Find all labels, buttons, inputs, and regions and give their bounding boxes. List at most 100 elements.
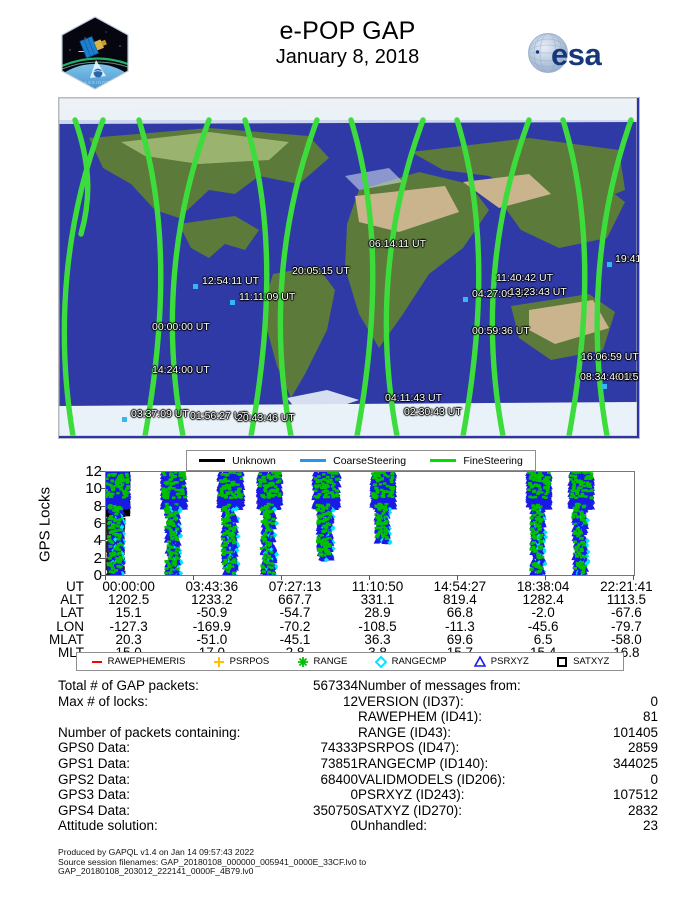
scatter-marker-range <box>227 488 232 491</box>
scatter-marker-range <box>181 484 186 488</box>
scatter-marker-range <box>535 525 540 529</box>
legend-line-swatch <box>430 459 457 462</box>
scatter-marker-range <box>225 510 230 514</box>
y-axis-tick-mark <box>100 471 105 472</box>
scatter-marker-range <box>376 472 380 474</box>
scatter-marker-range <box>261 570 266 574</box>
scatter-marker-range <box>268 494 273 497</box>
scatter-marker-range <box>383 515 388 519</box>
scatter-marker-range <box>386 475 390 478</box>
scatter-marker-range <box>389 486 393 490</box>
scatter-marker-range <box>115 480 120 484</box>
scatter-marker-range <box>270 481 274 485</box>
scatter-marker-range <box>331 495 335 499</box>
scatter-marker-range <box>221 551 226 555</box>
map-track-marker <box>602 384 607 389</box>
scatter-marker-range <box>174 488 179 492</box>
scatter-marker-range <box>326 552 331 556</box>
scatter-marker-range <box>375 523 380 527</box>
scatter-marker-range <box>236 489 241 493</box>
scatter-marker-range <box>313 495 318 498</box>
scatter-marker-range <box>329 478 333 482</box>
scatter-marker-satxyz <box>125 509 131 514</box>
scatter-marker-range <box>164 511 169 514</box>
scatter-marker-range <box>378 522 383 526</box>
scatter-marker-range <box>328 513 333 517</box>
scatter-marker-range <box>373 492 378 495</box>
scatter-marker-range <box>175 546 180 550</box>
scatter-marker-range <box>126 480 130 483</box>
scatter-marker-range <box>106 477 109 480</box>
scatter-marker-range <box>165 481 169 484</box>
scatter-marker-range <box>267 520 272 524</box>
scatter-marker-range <box>108 495 113 498</box>
scatter-marker-range <box>377 474 381 477</box>
scatter-marker-range <box>377 478 381 482</box>
scatter-marker-satxyz <box>106 543 109 548</box>
scatter-marker-range <box>335 492 340 496</box>
scatter-marker-range <box>377 506 382 510</box>
scatter-marker-range <box>237 493 241 497</box>
scatter-marker-range <box>375 491 380 494</box>
scatter-marker-range <box>174 511 179 515</box>
scatter-marker-range <box>328 491 332 495</box>
scatter-marker-range <box>538 520 543 524</box>
scatter-marker-range <box>109 564 114 568</box>
scatter-marker-range <box>116 548 121 552</box>
scatter-marker-range <box>269 529 274 532</box>
scatter-marker-range <box>226 492 230 496</box>
map-legend-item-coarsesteering: CoarseSteering <box>300 455 406 467</box>
scatter-marker-range <box>264 512 269 515</box>
scatter-marker-range <box>108 570 113 574</box>
scatter-marker-range <box>327 544 332 548</box>
scatter-marker-range <box>175 557 180 561</box>
scatter-marker-range <box>334 494 339 497</box>
scatter-marker-range <box>227 556 232 560</box>
scatter-marker-range <box>383 508 388 512</box>
scatter-marker-range <box>165 521 170 525</box>
scatter-marker-range <box>108 526 113 530</box>
scatter-marker-psrxyz <box>537 528 544 536</box>
scatter-marker-range <box>162 473 167 477</box>
scatter-marker-range <box>372 473 376 477</box>
scatter-marker-range <box>327 531 332 535</box>
scatter-marker-range <box>271 517 276 521</box>
scatter-marker-range <box>384 519 389 523</box>
scatter-marker-psrxyz <box>538 496 546 504</box>
scatter-marker-satxyz <box>106 525 109 530</box>
scatter-marker-psrxyz <box>232 516 240 523</box>
scatter-marker-range <box>324 550 329 554</box>
scatter-marker-range <box>380 477 385 480</box>
scatter-marker-range <box>263 488 267 492</box>
scatter-marker-range <box>277 492 282 495</box>
scatter-marker-range <box>222 487 226 490</box>
scatter-marker-range <box>321 506 326 510</box>
scatter-marker-psrxyz <box>388 496 396 504</box>
scatter-marker-range <box>226 479 230 483</box>
scatter-marker-range <box>267 565 272 569</box>
y-axis-ticks: 12 10 8 6 4 2 0 <box>60 464 105 583</box>
scatter-marker-range <box>381 512 386 516</box>
scatter-marker-range <box>272 474 277 478</box>
scatter-marker-range <box>322 530 327 534</box>
scatter-marker-range <box>262 513 267 517</box>
scatter-marker-satxyz <box>107 518 111 523</box>
scatter-marker-range <box>115 478 120 481</box>
map-legend-label: FineSteering <box>463 454 523 467</box>
scatter-marker-range <box>379 488 384 492</box>
scatter-marker-psrxyz <box>528 498 536 505</box>
scatter-marker-range <box>111 517 116 521</box>
y-axis-tick-mark <box>100 540 105 542</box>
scatter-marker-rangecmp <box>387 539 393 546</box>
scatter-marker-range <box>532 536 537 540</box>
scatter-marker-range <box>122 492 127 496</box>
scatter-marker-range <box>112 561 117 565</box>
scatter-marker-range <box>222 479 227 482</box>
scatter-marker-range <box>325 512 330 516</box>
scatter-marker-range <box>269 550 274 554</box>
scatter-marker-range <box>315 479 320 483</box>
scatter-marker-range <box>262 484 267 487</box>
map-track-marker <box>122 417 127 422</box>
scatter-marker-range <box>174 552 179 556</box>
scatter-marker-range <box>120 483 125 486</box>
